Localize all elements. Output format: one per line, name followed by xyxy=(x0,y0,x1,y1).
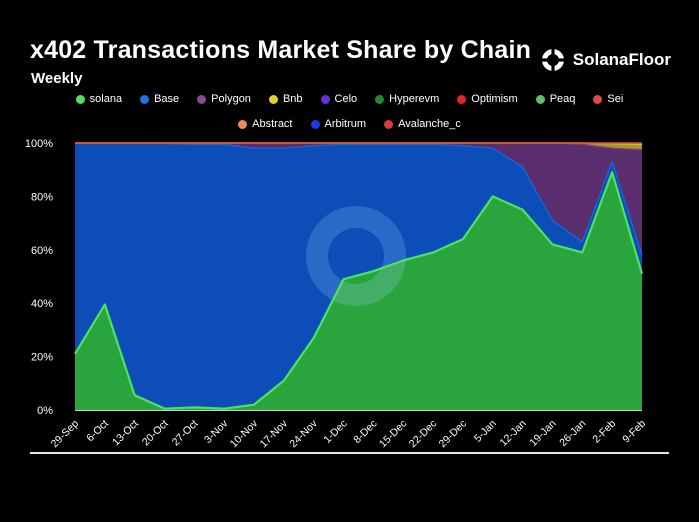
y-tick-label: 20% xyxy=(31,352,53,364)
legend-dot-icon xyxy=(238,119,248,129)
x-tick-label: 10-Nov xyxy=(228,417,261,450)
area-polygon xyxy=(75,143,642,256)
chart-title: x402 Transactions Market Share by Chain xyxy=(30,36,532,64)
x-tick-label: 22-Dec xyxy=(407,418,439,450)
x-tick-label: 24-Nov xyxy=(287,417,320,450)
area-sei xyxy=(75,143,642,145)
x-tick-label: 17-Nov xyxy=(258,417,291,450)
legend-dot-icon xyxy=(310,119,320,129)
legend-dot-icon xyxy=(593,94,603,104)
y-tick-label: 60% xyxy=(31,245,53,257)
legend-row-2: Abstract Arbitrum Avalanche_c xyxy=(0,118,699,130)
x-tick-label: 13-Oct xyxy=(110,418,141,449)
legend-item-polygon: Polygon xyxy=(197,93,251,105)
y-tick-label: 100% xyxy=(25,138,53,150)
legend-label: Bnb xyxy=(282,93,303,105)
legend-item-hyperevm: Hyperevm xyxy=(375,93,439,105)
x-tick-label: 19-Jan xyxy=(527,418,558,449)
legend-dot-icon xyxy=(197,94,207,104)
brand-logo: SolanaFloor xyxy=(538,43,671,77)
area-solana xyxy=(75,172,642,410)
bottom-divider xyxy=(30,452,669,454)
legend-item-base: Base xyxy=(140,93,179,105)
legend-item-avalanche_c: Avalanche_c xyxy=(384,118,461,130)
x-tick-label: 26-Jan xyxy=(557,418,588,449)
x-tick-label: 1-Dec xyxy=(321,418,349,446)
line-base xyxy=(75,142,643,256)
solanafloor-logo-icon xyxy=(538,46,567,74)
legend-dot-icon xyxy=(75,94,85,104)
legend-dot-icon xyxy=(268,94,278,104)
x-tick-label: 12-Jan xyxy=(498,418,529,449)
x-tick-label: 6-Oct xyxy=(84,418,111,445)
legend-item-sei: Sei xyxy=(593,93,623,105)
y-tick-label: 0% xyxy=(37,405,53,417)
x-tick-label: 9-Feb xyxy=(620,418,648,446)
legend-item-optimism: Optimism xyxy=(457,93,518,105)
legend-label: Polygon xyxy=(211,93,251,105)
legend-dot-icon xyxy=(320,94,330,104)
y-tick-label: 40% xyxy=(31,298,53,310)
x-tick-label: 20-Oct xyxy=(140,418,171,449)
y-tick-label: 80% xyxy=(31,191,53,203)
legend-label: Sei xyxy=(607,93,624,105)
watermark-logo-icon xyxy=(306,206,406,306)
line-bnb xyxy=(75,142,643,146)
x-tick-label: 27-Oct xyxy=(170,418,201,449)
legend-label: Celo xyxy=(334,93,358,105)
legend-item-bnb: Bnb xyxy=(268,93,303,105)
legend-dot-icon xyxy=(375,94,385,104)
x-tick-label: 3-Nov xyxy=(202,417,231,446)
legend-label: Avalanche_c xyxy=(398,118,461,130)
legend-row-1: solana Base Polygon Bnb Celo Hyperevm Optimism… xyxy=(0,93,699,105)
x-tick-label: 2-Feb xyxy=(590,418,618,446)
legend-label: Peaq xyxy=(549,93,576,105)
legend-item-arbitrum: Arbitrum xyxy=(310,118,367,130)
legend-label: Hyperevm xyxy=(389,93,440,105)
line-solana xyxy=(74,171,644,410)
line-polygon xyxy=(75,142,643,151)
brand-name: SolanaFloor xyxy=(572,50,671,69)
legend-item-peaq: Peaq xyxy=(535,93,576,105)
area-bnb xyxy=(75,143,642,150)
legend-label: solana xyxy=(89,93,123,105)
legend-label: Base xyxy=(154,93,180,105)
x-tick-label: 29-Dec xyxy=(437,418,469,450)
legend-label: Optimism xyxy=(471,93,518,105)
x-tick-label: 8-Dec xyxy=(351,418,379,446)
legend-label: Abstract xyxy=(252,118,293,130)
legend-item-solana: solana xyxy=(75,93,123,105)
area-base xyxy=(75,143,642,409)
legend-item-abstract: Abstract xyxy=(238,118,293,130)
legend-dot-icon xyxy=(384,119,394,129)
legend-label: Arbitrum xyxy=(324,118,367,130)
chart-subtitle: Weekly xyxy=(31,70,83,87)
legend-dot-icon xyxy=(140,94,150,104)
x-tick-label: 29-Sep xyxy=(49,418,82,451)
legend-dot-icon xyxy=(535,94,545,104)
legend-item-celo: Celo xyxy=(320,93,358,105)
x-tick-label: 15-Dec xyxy=(377,418,409,450)
legend-dot-icon xyxy=(457,94,467,104)
x-tick-label: 5-Jan xyxy=(472,418,499,445)
